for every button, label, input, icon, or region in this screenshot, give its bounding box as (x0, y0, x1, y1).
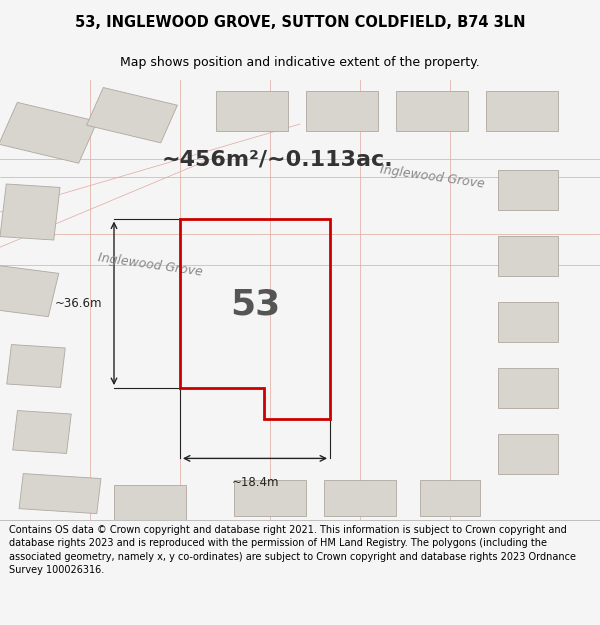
Text: 53: 53 (230, 288, 280, 321)
Text: Inglewood Grove: Inglewood Grove (379, 163, 485, 191)
Polygon shape (306, 91, 378, 131)
Polygon shape (0, 266, 59, 317)
Polygon shape (0, 184, 60, 240)
Polygon shape (498, 302, 558, 342)
Polygon shape (7, 344, 65, 388)
Text: Contains OS data © Crown copyright and database right 2021. This information is : Contains OS data © Crown copyright and d… (9, 525, 576, 575)
Polygon shape (420, 481, 480, 516)
Text: Inglewood Grove: Inglewood Grove (97, 251, 203, 279)
Polygon shape (498, 170, 558, 210)
Polygon shape (498, 434, 558, 474)
Polygon shape (216, 91, 288, 131)
Polygon shape (324, 481, 396, 516)
Text: Map shows position and indicative extent of the property.: Map shows position and indicative extent… (120, 56, 480, 69)
Polygon shape (114, 485, 186, 520)
Polygon shape (86, 88, 178, 143)
Text: 53, INGLEWOOD GROVE, SUTTON COLDFIELD, B74 3LN: 53, INGLEWOOD GROVE, SUTTON COLDFIELD, B… (75, 15, 525, 30)
Text: ~456m²/~0.113ac.: ~456m²/~0.113ac. (162, 149, 394, 169)
Polygon shape (0, 102, 97, 163)
Polygon shape (19, 474, 101, 514)
Polygon shape (486, 91, 558, 131)
Text: ~36.6m: ~36.6m (55, 297, 102, 310)
Polygon shape (234, 481, 306, 516)
Polygon shape (396, 91, 468, 131)
Polygon shape (13, 411, 71, 454)
Text: ~18.4m: ~18.4m (231, 476, 279, 489)
Polygon shape (498, 236, 558, 276)
Polygon shape (498, 368, 558, 408)
